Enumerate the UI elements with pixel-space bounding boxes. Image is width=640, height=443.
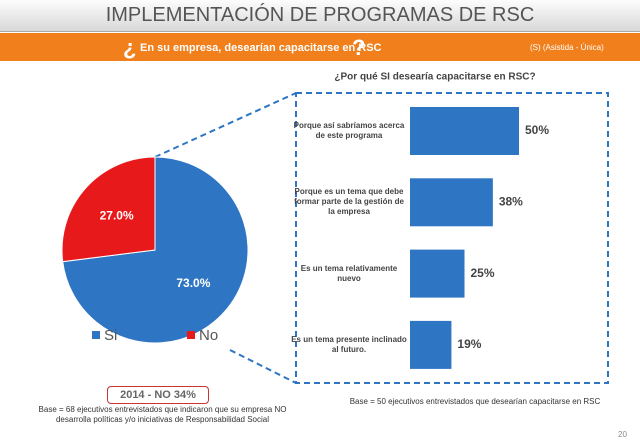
category-label: Porque es un tema que debe formar parte … — [294, 187, 404, 217]
data-label: 50% — [525, 123, 549, 137]
category-label: Porque así sabríamos acerca de este prog… — [293, 121, 405, 140]
base-note: Base = 68 ejecutivos entrevistados que i… — [38, 405, 287, 424]
title: IMPLEMENTACIÓN DE PROGRAMAS DE RSC — [0, 0, 640, 32]
category-label: Es un tema relativamente nuevo — [300, 263, 398, 283]
bar — [410, 320, 452, 369]
question-open: ¿ — [123, 35, 137, 60]
callout-line — [229, 349, 297, 384]
bar — [410, 178, 493, 227]
bar — [410, 107, 519, 155]
data-label: 73.0% — [176, 276, 210, 290]
pie-slice — [61, 156, 156, 263]
highlight: 2014 - NO 34% — [107, 386, 209, 404]
data-label: 38% — [499, 194, 523, 208]
data-label: 25% — [471, 266, 495, 280]
data-label: 27.0% — [100, 208, 134, 222]
chart-title: ¿Por qué SI desearía capacitarse en RSC? — [334, 72, 535, 83]
legend-label: No — [199, 327, 218, 344]
category-label: Es un tema presente inclinado al futuro. — [291, 334, 407, 354]
question-close: ? — [352, 35, 366, 60]
legend-swatch — [92, 331, 100, 339]
legend-label: Si — [104, 327, 117, 344]
page-number: 20 — [618, 430, 627, 439]
question: En su empresa, desearían capacitarse en … — [140, 42, 382, 54]
legend-swatch — [187, 331, 195, 339]
callout-box — [295, 92, 609, 384]
data-label: 19% — [457, 337, 481, 351]
question-band — [0, 33, 640, 61]
bar — [410, 249, 465, 298]
note: (S) (Asistida - Única) — [530, 43, 604, 52]
callout-line — [154, 92, 297, 158]
base-note: Base = 50 ejecutivos entrevistados que d… — [349, 397, 601, 406]
